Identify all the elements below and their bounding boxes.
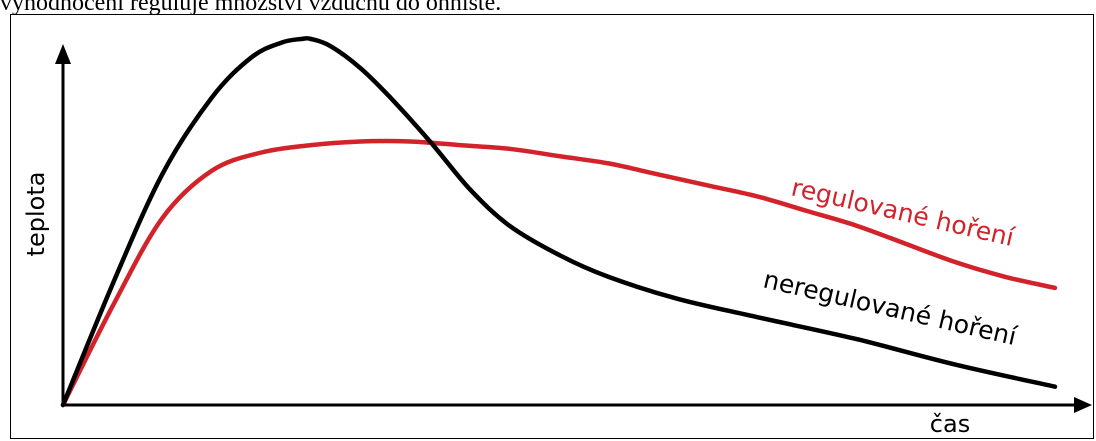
series-layer <box>60 36 1058 408</box>
y-axis <box>55 44 71 405</box>
series-label-unregulated: neregulované hoření <box>761 265 1021 352</box>
y-axis-label: teplota <box>22 172 50 257</box>
series-line-regulated <box>60 138 1058 408</box>
caption-text: vyhodnocení reguluje množství vzduchu do… <box>0 0 502 16</box>
series-label-regulated: regulované hoření <box>789 173 1018 253</box>
x-axis-arrow <box>1074 397 1092 413</box>
x-axis-label: čas <box>930 410 970 438</box>
x-axis <box>63 397 1092 413</box>
series-line-unregulated <box>60 36 1058 408</box>
chart-frame <box>10 14 1094 439</box>
y-axis-arrow <box>55 44 71 64</box>
